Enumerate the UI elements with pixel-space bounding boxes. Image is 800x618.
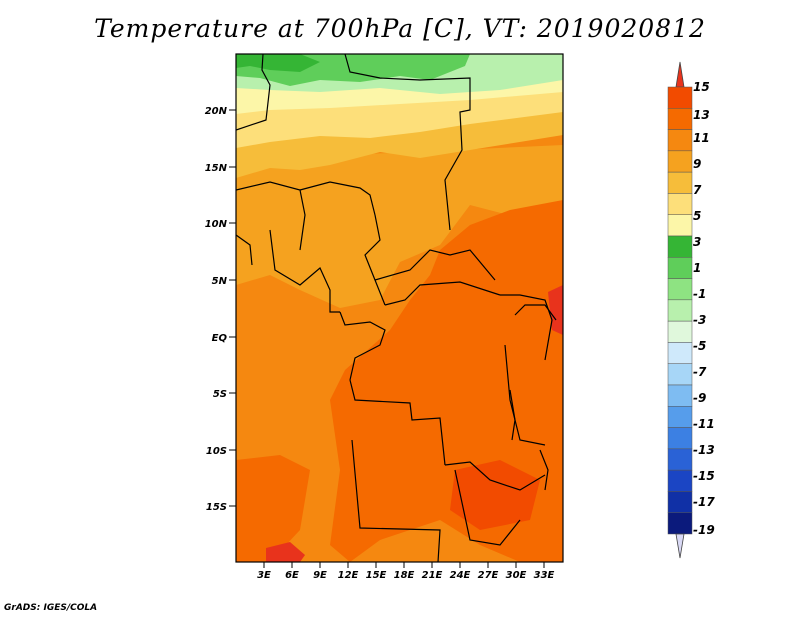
lake-tanganyika <box>509 389 516 441</box>
lat-label: 5S <box>213 389 227 400</box>
map-border <box>235 53 564 563</box>
lat-label: 5N <box>212 276 228 287</box>
colorbar-segment <box>667 342 693 364</box>
lon-label: 6E <box>285 570 299 581</box>
colorbar-segment <box>667 491 693 513</box>
border-mali-niger <box>236 181 306 251</box>
border-chad-cameroon <box>364 214 386 306</box>
field-hotspot-sw <box>266 542 305 562</box>
colorbar-label: -5 <box>693 339 706 353</box>
lon-label: 12E <box>338 570 359 581</box>
colorbar-segment <box>667 469 693 492</box>
colorbar-label: -7 <box>693 365 707 379</box>
colorbar-label: -19 <box>693 523 715 537</box>
colorbar-arrow-bottom <box>675 533 685 559</box>
lon-label: 33E <box>534 570 555 581</box>
field-band-minus3 <box>236 54 320 72</box>
grads-credit: GrADS: IGES/COLA <box>4 603 98 613</box>
colorbar-label: 1 <box>693 261 701 275</box>
colorbar-segment <box>667 406 693 428</box>
colorbar-segment <box>667 320 693 343</box>
border-car-drc <box>384 281 501 306</box>
border-drc-angola <box>349 379 446 466</box>
border-morocco-algeria <box>236 54 271 131</box>
colorbar-segment <box>667 448 693 471</box>
colorbar-label: -13 <box>693 443 715 457</box>
lon-label: 18E <box>394 570 415 581</box>
colorbar-segment <box>667 278 693 301</box>
border-angola-namibia <box>351 439 441 562</box>
colorbar-label: 13 <box>693 108 710 122</box>
colorbar-label: -9 <box>693 391 706 405</box>
colorbar-labels: 15 13 11 9 7 5 3 1 -1 -3 -5 -7 -9 -11 -1… <box>693 80 715 537</box>
colorbar-segment <box>667 108 693 130</box>
colorbar-label: -1 <box>693 287 706 301</box>
colorbar-label: 5 <box>693 209 701 223</box>
colorbar-segment <box>667 427 693 450</box>
colorbar-segment <box>667 171 693 194</box>
colorbar-segment <box>667 235 693 258</box>
colorbar-label: 9 <box>693 157 701 171</box>
border-nigeria-cameroon <box>269 229 340 313</box>
colorbar-segment <box>667 193 693 215</box>
lat-label: 10N <box>205 219 228 230</box>
colorbar-label: 3 <box>693 235 701 249</box>
lat-label: 10S <box>206 446 227 457</box>
colorbar-segment <box>667 150 693 173</box>
colorbar-label: 11 <box>693 131 710 145</box>
colorbar-segment <box>667 384 693 407</box>
lon-label: 30E <box>506 570 527 581</box>
lon-labels: 3E 6E 9E 12E 15E 18E 21E 24E 27E 30E 33E <box>257 570 554 581</box>
field-band-11-west <box>236 455 310 562</box>
border-libya-chad-sudan <box>344 54 471 231</box>
lat-tick-marks <box>229 109 236 507</box>
colorbar-label: -3 <box>693 313 706 327</box>
colorbar-label: -17 <box>693 495 715 509</box>
border-niger-chad <box>299 181 376 216</box>
lat-label: EQ <box>212 333 228 344</box>
lon-label: 3E <box>257 570 271 581</box>
map-frame <box>229 53 564 568</box>
colorbar-segment <box>667 299 693 322</box>
colorbar-label: 15 <box>693 80 710 94</box>
lon-label: 27E <box>478 570 499 581</box>
field-band-13 <box>450 460 540 530</box>
colorbar-segment <box>667 129 693 152</box>
lon-label: 24E <box>450 570 471 581</box>
colorbar-arrow-top <box>675 61 685 88</box>
temperature-field <box>236 54 563 562</box>
colorbar: 15 13 11 9 7 5 3 1 -1 -3 -5 -7 -9 -11 -1… <box>667 61 715 559</box>
country-borders <box>236 54 557 562</box>
lat-label: 15N <box>205 163 228 174</box>
border-west-coast <box>236 234 253 266</box>
lake-victoria <box>514 304 557 321</box>
border-gabon-congo <box>339 311 386 381</box>
lon-label: 15E <box>366 570 387 581</box>
lat-label: 20N <box>205 106 228 117</box>
border-zambia <box>444 461 546 491</box>
border-zimbabwe-botswana <box>454 469 521 546</box>
lon-tick-marks <box>263 562 545 568</box>
colorbar-segment <box>667 512 693 535</box>
lon-label: 9E <box>313 570 327 581</box>
colorbar-segment <box>667 257 693 279</box>
lon-label: 21E <box>422 570 443 581</box>
colorbar-segments <box>667 86 693 535</box>
colorbar-segment <box>667 86 693 109</box>
colorbar-segment <box>667 363 693 386</box>
lat-labels: 20N 15N 10N 5N EQ 5S 10S 15S <box>205 106 228 513</box>
colorbar-label: -11 <box>693 417 715 431</box>
border-car-sudan <box>374 249 496 281</box>
border-uganda-kenya <box>500 294 553 361</box>
lat-label: 15S <box>206 502 227 513</box>
colorbar-label: -15 <box>693 469 715 483</box>
colorbar-label: 7 <box>693 183 702 197</box>
lake-malawi <box>539 449 549 491</box>
chart-title: Temperature at 700hPa [C], VT: 201902081… <box>94 14 706 43</box>
colorbar-segment <box>667 214 693 237</box>
